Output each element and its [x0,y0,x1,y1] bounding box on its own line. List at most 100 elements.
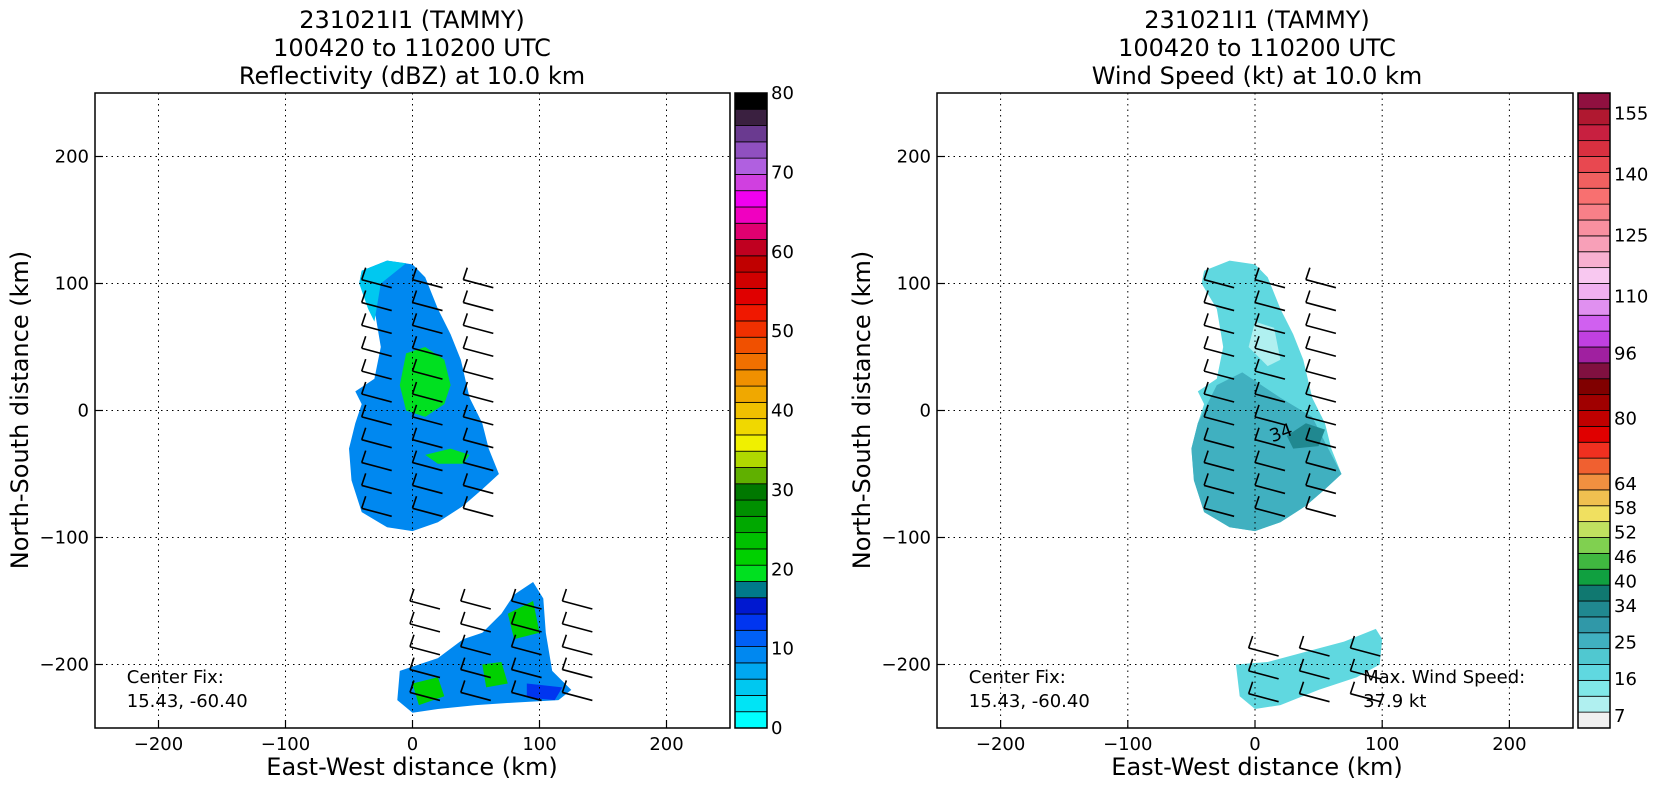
wind-barb-flag-14 [1305,358,1311,372]
wind-barb-16 [412,393,443,403]
wind-barb-flag-21 [360,427,367,440]
wind-barb-11 [1305,347,1337,358]
wind-barb-flag-18 [360,404,367,418]
colorbar-segment-34 [734,157,768,175]
wind-barb-flag-6 [360,313,367,326]
colorbar-segment-3 [1577,664,1611,681]
wind-barb-flag-21 [1203,427,1209,440]
colorbar-segment-34 [1577,171,1611,189]
colorbar-segment-32 [734,190,768,208]
colorbar-segment-32 [1577,203,1611,221]
wind-barb-9 [361,347,392,358]
colorbar-segment-38 [1577,108,1611,126]
colorbar-tick-label-10: 96 [1614,344,1637,365]
colorbar-segment-28 [734,255,768,273]
colorbar-segment-8 [734,581,768,599]
wind-barb-flag-13 [1254,358,1260,372]
colorbar-segment-18 [734,418,768,436]
x-tick-label-3: 100 [1365,734,1399,755]
reflectivity-echoes [349,260,572,713]
y-tick-label-2: 0 [920,401,931,422]
wind-barb-flag-2 [1305,267,1311,280]
panel-title-line-1: 231021I1 (TAMMY) [299,6,525,34]
wind-barb-39 [1248,692,1279,703]
axis-ticks: −200 −100 0 100 200 −200 −100 0 100 200 [40,147,684,756]
wind-barb-flag-44 [561,634,568,647]
wind-barb-flag-9 [1203,336,1209,349]
wind-barb-23 [1305,438,1337,449]
colorbar-segment-16 [734,450,768,468]
colorbar-segment-10 [734,548,768,566]
y-tick-label-2: 0 [78,401,89,422]
panel-title-line-3: Wind Speed (kt) at 10.0 km [1092,62,1423,90]
colorbar-segment-31 [1577,219,1611,237]
wind-barb-12 [1203,370,1235,380]
y-tick-label-3: 100 [55,274,89,295]
colorbar-segment-23 [1577,346,1611,364]
colorbar-segment-33 [734,174,768,192]
wind-barb-flag-0 [360,267,367,280]
wind-barb-21 [1203,438,1235,449]
colorbar-segment-0 [1577,711,1611,729]
colorbar-segment-21 [1577,378,1611,396]
colorbar-segment-33 [1577,187,1611,205]
wind-barb-flag-32 [462,496,469,509]
wind-barb-flag-28 [411,473,418,486]
wind-barb-flag-14 [462,358,469,372]
wind-barb-37 [1299,670,1330,680]
wind-barb-50 [460,691,491,702]
colorbar-segment-7 [1577,600,1611,618]
x-axis-label: East-West distance (km) [1111,753,1402,781]
wind-barb-flag-23 [462,427,469,440]
wind-barb-flag-5 [1305,290,1311,303]
wind-barb-flag-11 [1305,336,1311,349]
colorbar-tick-label-8: 80 [771,83,794,104]
wind-barb-18 [1203,416,1235,426]
wind-barb-flag-5 [462,290,469,303]
colorbar-segment-20 [734,385,768,403]
wind-barb-38 [460,623,491,633]
wind-barb-flag-6 [1203,313,1209,326]
wind-barb-flag-4 [1254,290,1260,303]
colorbar-segment-35 [1577,156,1611,173]
colorbar-segment-37 [734,108,768,126]
colorbar-segment-30 [1577,235,1611,253]
colorbar-tick-label-14: 155 [1614,103,1648,124]
wind-barb-flag-26 [462,450,469,463]
wind-barb-16 [1254,393,1286,403]
wind-barb-flag-38 [460,611,466,625]
wind-barb-flag-22 [1254,427,1260,440]
wind-barb-flag-4 [411,290,418,303]
annotation-0-line-1: 15.43, -60.40 [969,691,1090,712]
colorbar-segment-9 [734,564,768,582]
colorbar-segment-26 [734,287,768,306]
colorbar-segment-36 [1577,140,1611,157]
wind-barb-19 [1254,416,1286,426]
wind-barb-15 [1203,393,1235,403]
colorbar-segment-12 [1577,521,1611,538]
colorbar-segment-13 [1577,505,1611,523]
colorbar-segment-3 [734,662,768,680]
data-region-7 [482,662,508,688]
wind-barb-26 [463,461,494,472]
annotations: Center Fix: 15.43, -60.40 Max. Wind Speed:… [969,667,1525,712]
axis-ticks: −200 −100 0 100 200 −200 −100 0 100 200 [882,147,1527,756]
wind-barb-31 [412,507,443,518]
colorbar-segment-28 [1577,267,1611,284]
wind-barb-flag-34 [1298,635,1305,649]
wind-barb-28 [1254,484,1286,495]
colorbar-tick-label-8: 64 [1614,474,1637,495]
colorbar-segment-1 [1577,695,1611,713]
x-tick-label-1: −100 [1103,734,1152,755]
grid-lines [937,93,1573,728]
panel-title-line-2: 100420 to 110200 UTC [1118,34,1396,62]
wind-barb-49 [409,691,441,702]
colorbar-segment-11 [734,532,768,550]
wind-barb-46 [460,668,491,679]
wind-barb-flag-39 [510,611,517,625]
x-tick-label-1: −100 [261,734,310,755]
wind-barb-36 [1248,670,1279,680]
wind-barb-14 [1305,370,1337,380]
